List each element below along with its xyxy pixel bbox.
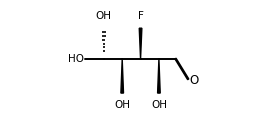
Text: F: F [138, 11, 143, 21]
Text: HO: HO [68, 54, 84, 64]
Text: OH: OH [114, 100, 130, 110]
Polygon shape [158, 59, 160, 93]
Polygon shape [139, 28, 142, 59]
Text: O: O [189, 74, 199, 87]
Text: OH: OH [96, 11, 112, 21]
Polygon shape [121, 59, 124, 93]
Text: OH: OH [151, 100, 167, 110]
